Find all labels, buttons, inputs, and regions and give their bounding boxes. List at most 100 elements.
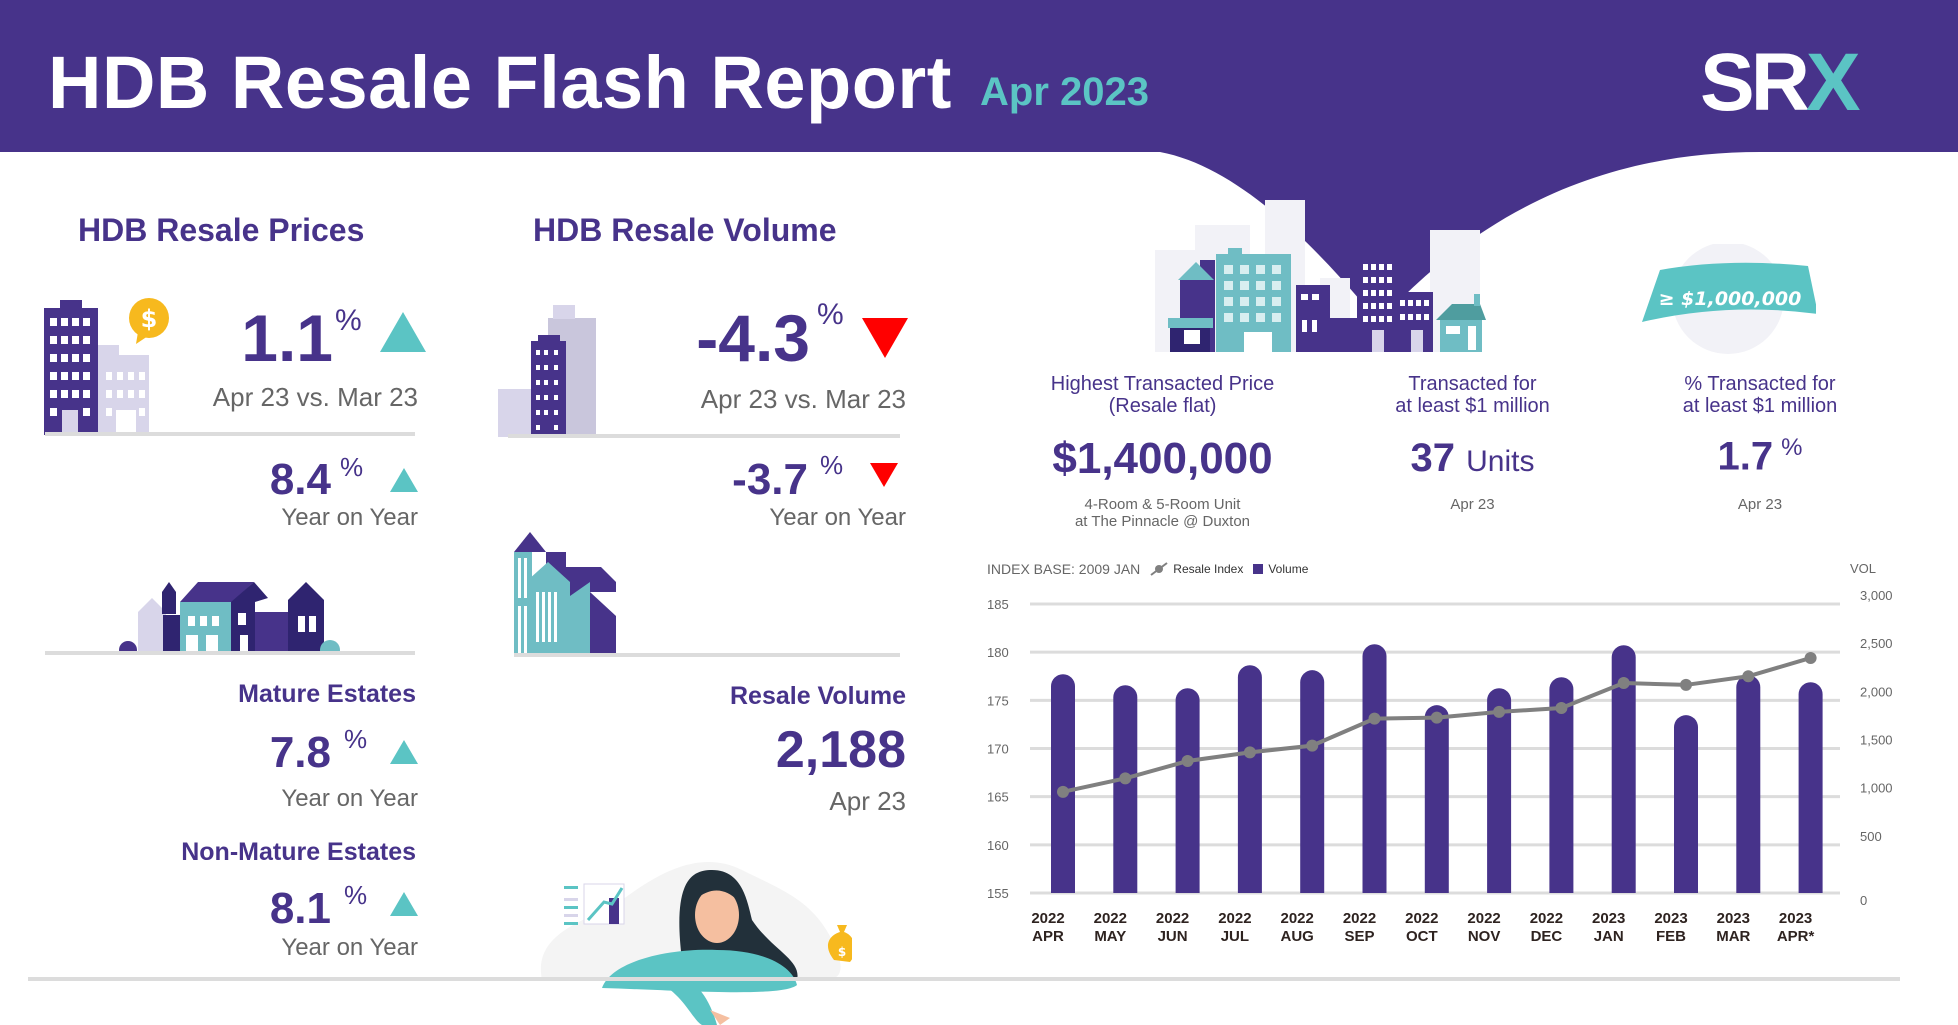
x-tick-year: 2023 (1717, 910, 1750, 927)
volume-title: HDB Resale Volume (533, 212, 837, 248)
million-units-note: Apr 23 (1450, 496, 1495, 513)
resale-index-point (1119, 772, 1132, 785)
index-base-label: INDEX BASE: 2009 JAN (987, 561, 1141, 577)
up-arrow-icon (390, 740, 418, 764)
label-line: at least $1 million (1682, 395, 1838, 417)
x-tick-year: 2022 (1530, 910, 1563, 927)
resale-index-point (1493, 705, 1506, 718)
million-pct-value: 1.7% (1650, 434, 1870, 479)
volume-bar (1300, 670, 1325, 893)
y-tick-left: 165 (987, 790, 1009, 805)
y-tick-right: 3,000 (1860, 588, 1893, 603)
woman-illustration: $ (540, 861, 852, 1025)
x-tick-month: JUL (1221, 928, 1249, 945)
y-tick-left: 160 (987, 838, 1009, 853)
y-tick-right: 1,500 (1860, 733, 1893, 748)
x-tick-year: 2023 (1779, 910, 1812, 927)
x-tick-month: JAN (1594, 928, 1624, 945)
y-tick-right: 500 (1860, 829, 1882, 844)
x-tick-year: 2022 (1467, 910, 1500, 927)
volume-bar (1736, 675, 1761, 893)
volume-mom-caption: Apr 23 vs. Mar 23 (700, 384, 906, 414)
resale-index-point (1680, 678, 1692, 691)
mature-value: 7.8 (269, 728, 331, 777)
volume-bar (1798, 682, 1823, 893)
x-tick-year: 2022 (1031, 910, 1064, 927)
divider (45, 651, 415, 655)
y-tick-right: 1,000 (1860, 781, 1893, 796)
down-arrow-icon (862, 318, 908, 358)
x-tick-month: APR (1032, 928, 1064, 945)
resale-volume-value: 2,188 (775, 721, 906, 779)
volume-yoy-caption: Year on Year (769, 504, 906, 531)
x-tick-month: JUN (1158, 928, 1188, 945)
pct-unit: % (1781, 434, 1803, 461)
y-tick-left: 155 (987, 886, 1009, 901)
down-arrow-icon (870, 463, 898, 487)
volume-bar (1362, 644, 1387, 893)
highest-price-note: 4-Room & 5-Room Unit at The Pinnacle @ D… (1010, 496, 1315, 530)
volume-bar (1674, 715, 1698, 893)
resale-index-line (1062, 656, 1812, 794)
label-line: (Resale flat) (1108, 395, 1217, 417)
x-tick-year: 2023 (1654, 910, 1687, 927)
resale-index-point (1430, 711, 1443, 724)
prices-yoy-unit: % (340, 452, 364, 482)
million-pct-label: % Transacted for at least $1 million (1650, 373, 1870, 417)
volume-mom-unit: % (817, 298, 844, 331)
chart-legend: INDEX BASE: 2009 JAN Resale Index Volume (987, 561, 1308, 577)
label-line: Highest Transacted Price (1050, 373, 1275, 395)
pct-number: 1.7 (1717, 434, 1774, 479)
srx-logo: SRX (1700, 36, 1861, 130)
x-tick-month: SEP (1344, 928, 1374, 945)
report-title: HDB Resale Flash Report (48, 41, 952, 124)
up-arrow-icon (390, 468, 418, 492)
line-marker-icon (1150, 562, 1168, 576)
volume-yoy-value: -3.7 (732, 455, 808, 504)
volume-mom-value: -4.3 (696, 301, 810, 375)
x-tick-month: DEC (1531, 928, 1563, 945)
x-tick-month: AUG (1281, 928, 1314, 945)
x-tick-month: MAR (1716, 928, 1750, 945)
resale-index-point (1742, 670, 1755, 683)
condo-building-icon (514, 532, 616, 656)
note-line: 4-Room & 5-Room Unit (1084, 496, 1241, 513)
x-tick-month: APR* (1777, 928, 1815, 945)
volume-bar (1175, 688, 1200, 893)
building-icon (44, 300, 149, 435)
x-tick-month: NOV (1468, 928, 1501, 945)
million-units-label: Transacted for at least $1 million (1370, 373, 1575, 417)
y-tick-right: 2,000 (1860, 684, 1893, 699)
x-tick-year: 2022 (1218, 910, 1251, 927)
mature-caption: Year on Year (281, 785, 418, 812)
resale-index-point (1057, 785, 1069, 798)
prices-mom-value: 1.1 (241, 301, 333, 375)
volume-yoy-unit: % (820, 450, 844, 480)
prices-yoy-value: 8.4 (269, 455, 331, 504)
houses-illustration (119, 582, 340, 652)
volume-bar (1487, 688, 1512, 893)
right-axis-title: VOL (1850, 561, 1877, 576)
resale-volume-label: Resale Volume (729, 682, 906, 710)
prices-yoy-caption: Year on Year (281, 504, 418, 531)
mature-estates-label: Mature Estates (238, 680, 416, 708)
million-units-value: 37 Units (1370, 436, 1575, 481)
footer-divider (28, 977, 1900, 981)
y-tick-left: 175 (987, 693, 1009, 708)
legend-volume: Volume (1253, 562, 1308, 576)
divider (514, 653, 900, 657)
x-tick-year: 2022 (1094, 910, 1127, 927)
volume-bar (1611, 645, 1636, 893)
dollar-bubble-icon: $ (129, 298, 169, 344)
y-tick-left: 180 (987, 645, 1009, 660)
divider (508, 434, 900, 438)
non-mature-estates-label: Non-Mature Estates (181, 838, 416, 866)
x-tick-month: OCT (1406, 928, 1438, 945)
non-mature-caption: Year on Year (281, 934, 418, 961)
legend-label: Resale Index (1173, 562, 1244, 576)
y-tick-left: 185 (987, 597, 1009, 612)
city-skyline-illustration (1155, 200, 1486, 352)
million-pct-note: Apr 23 (1737, 496, 1783, 513)
tower-buildings-icon (498, 305, 596, 437)
mature-unit: % (344, 724, 368, 754)
